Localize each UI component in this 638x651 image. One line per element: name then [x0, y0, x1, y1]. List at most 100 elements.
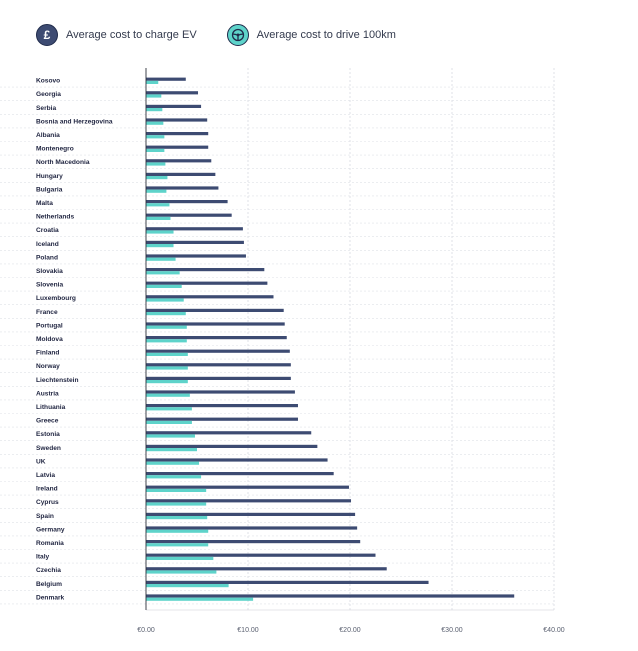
chart-legend: £ Average cost to charge EV Average cost…	[36, 20, 426, 50]
category-label: Albania	[36, 132, 60, 139]
bar-drive-cost	[146, 216, 171, 220]
bar-charge-cost	[146, 485, 349, 489]
bar-drive-cost	[146, 502, 207, 506]
category-label: Greece	[36, 418, 59, 425]
bar-drive-cost	[146, 380, 188, 384]
bar-drive-cost	[146, 597, 254, 601]
x-tick-label: €40.00	[543, 627, 565, 634]
category-label: Bosnia and Herzegovina	[36, 118, 113, 125]
bar-drive-cost	[146, 271, 180, 275]
bar-charge-cost	[146, 200, 228, 204]
bar-charge-cost	[146, 186, 219, 190]
bar-drive-cost	[146, 80, 159, 84]
bar-drive-cost	[146, 189, 167, 193]
category-label: Latvia	[36, 472, 55, 479]
x-tick-label: €0.00	[137, 627, 155, 634]
bar-charge-cost	[146, 77, 186, 81]
bar-drive-cost	[146, 148, 165, 152]
bar-charge-cost	[146, 472, 334, 476]
category-label: Czechia	[36, 567, 61, 574]
bar-charge-cost	[146, 458, 328, 462]
grid-lines	[0, 68, 555, 611]
bar-charge-cost	[146, 540, 361, 544]
category-label: Denmark	[36, 594, 65, 601]
pound-coin-icon: £	[36, 24, 58, 46]
bar-charge-cost	[146, 499, 352, 503]
bar-charge-cost	[146, 159, 212, 163]
bar-charge-cost	[146, 376, 291, 380]
bar-drive-cost	[146, 488, 207, 492]
bar-charge-cost	[146, 172, 216, 176]
x-tick-label: €10.00	[237, 627, 259, 634]
category-label: Norway	[36, 363, 60, 370]
category-label: Hungary	[36, 173, 63, 180]
category-label: Iceland	[36, 241, 59, 248]
category-label: Italy	[36, 554, 50, 561]
category-label: Sweden	[36, 445, 61, 452]
bar-charge-cost	[146, 390, 295, 394]
bar-charge-cost	[146, 227, 243, 231]
bar-drive-cost	[146, 448, 197, 452]
legend-item-drive: Average cost to drive 100km	[226, 24, 396, 46]
category-labels: Kosovo Georgia Serbia Bosnia and Herzegovin…	[36, 78, 113, 602]
category-label: Serbia	[36, 105, 56, 112]
category-label: Montenegro	[36, 146, 74, 153]
bar-drive-cost	[146, 108, 163, 112]
bar-drive-cost	[146, 257, 176, 261]
bar-drive-cost	[146, 244, 174, 248]
bar-charge-cost	[146, 594, 515, 598]
category-label: Lithuania	[36, 404, 66, 411]
bar-drive-cost	[146, 121, 164, 125]
bar-drive-cost	[146, 475, 202, 479]
bar-drive-cost	[146, 352, 188, 356]
legend-label-drive: Average cost to drive 100km	[256, 29, 396, 41]
bar-drive-cost	[146, 584, 229, 588]
category-label: Slovakia	[36, 268, 63, 275]
bar-charge-cost	[146, 567, 387, 571]
category-label: Germany	[36, 526, 65, 533]
bar-charge-cost	[146, 322, 285, 326]
bar-drive-cost	[146, 529, 209, 533]
bar-drive-cost	[146, 366, 188, 370]
category-label: Georgia	[36, 91, 61, 98]
bar-drive-cost	[146, 298, 184, 302]
category-label: Estonia	[36, 431, 60, 438]
category-label: Moldova	[36, 336, 63, 343]
bar-drive-cost	[146, 94, 162, 98]
bar-charge-cost	[146, 553, 376, 557]
category-label: Austria	[36, 390, 59, 397]
bar-drive-cost	[146, 135, 165, 139]
bar-charge-cost	[146, 213, 232, 217]
bar-drive-cost	[146, 230, 174, 234]
bar-charge-cost	[146, 444, 318, 448]
category-label: Romania	[36, 540, 64, 547]
bar-drive-cost	[146, 176, 168, 180]
category-label: France	[36, 309, 58, 316]
bar-charge-cost	[146, 240, 244, 244]
legend-label-charge: Average cost to charge EV	[66, 29, 197, 41]
bar-drive-cost	[146, 325, 187, 329]
bar-charge-cost	[146, 308, 284, 312]
category-label: Poland	[36, 254, 58, 261]
category-label: Netherlands	[36, 214, 74, 221]
steering-wheel-icon	[226, 24, 249, 46]
bar-charge-cost	[146, 145, 209, 149]
category-label: UK	[36, 458, 46, 465]
bar-drive-cost	[146, 284, 182, 288]
bar-drive-cost	[146, 556, 214, 560]
bar-drive-cost	[146, 312, 186, 316]
bar-drive-cost	[146, 461, 200, 465]
category-label: Belgium	[36, 581, 62, 588]
bars	[146, 77, 515, 601]
category-label: Malta	[36, 200, 53, 207]
bar-charge-cost	[146, 404, 298, 408]
bar-charge-cost	[146, 254, 246, 258]
bar-drive-cost	[146, 420, 192, 424]
category-label: Spain	[36, 513, 54, 520]
bar-charge-cost	[146, 132, 209, 136]
category-label: Croatia	[36, 227, 59, 234]
category-label: Ireland	[36, 486, 58, 493]
category-label: Bulgaria	[36, 186, 63, 193]
bar-drive-cost	[146, 162, 166, 166]
